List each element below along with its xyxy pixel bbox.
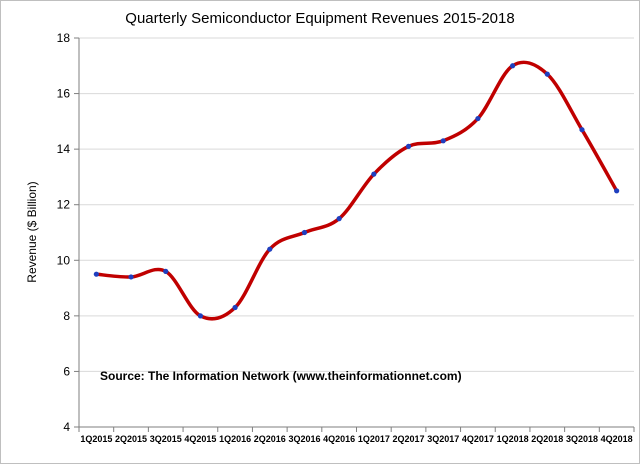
data-point — [301, 229, 308, 236]
x-tick-label: 4Q2015 — [184, 434, 216, 444]
data-point — [614, 188, 620, 194]
x-tick-label: 4Q2016 — [323, 434, 355, 444]
x-tick-label: 2Q2015 — [115, 434, 147, 444]
x-tick-label: 1Q2017 — [358, 434, 390, 444]
data-point — [475, 115, 481, 122]
y-tick-label: 4 — [63, 420, 70, 434]
y-tick-label: 18 — [57, 31, 71, 45]
data-point — [336, 216, 342, 222]
x-tick-label: 4Q2018 — [601, 434, 633, 444]
y-tick-label: 6 — [63, 364, 70, 378]
x-tick-label: 3Q2015 — [150, 434, 182, 444]
x-tick-label: 4Q2017 — [462, 434, 494, 444]
x-tick-label: 3Q2016 — [288, 434, 320, 444]
data-point — [197, 313, 204, 319]
data-point — [544, 71, 550, 77]
y-tick-label: 16 — [57, 87, 71, 101]
x-tick-label: 3Q2017 — [427, 434, 459, 444]
data-point — [163, 268, 169, 274]
chart-title: Quarterly Semiconductor Equipment Revenu… — [125, 10, 515, 27]
gridlines — [79, 37, 634, 428]
x-tick-label: 1Q2016 — [219, 434, 251, 444]
x-tick-label: 2Q2017 — [393, 434, 425, 444]
y-tick-labels: 4 6 8 10 12 14 16 18 — [57, 31, 71, 434]
data-point — [93, 271, 99, 277]
axes — [74, 37, 635, 432]
data-point — [579, 127, 585, 133]
data-point — [267, 246, 273, 252]
data-point — [371, 171, 377, 177]
data-point — [128, 274, 134, 280]
x-tick-label: 2Q2016 — [254, 434, 286, 444]
series-markers — [93, 63, 620, 319]
y-tick-label: 14 — [57, 142, 71, 156]
data-point — [405, 143, 412, 149]
y-tick-label: 12 — [57, 198, 71, 212]
source-annotation: Source: The Information Network (www.the… — [100, 369, 462, 383]
x-tick-label: 3Q2018 — [566, 434, 598, 444]
x-tick-label: 1Q2015 — [80, 434, 112, 444]
data-point — [440, 138, 446, 144]
series-lines — [94, 60, 619, 321]
series-line — [94, 60, 619, 321]
data-point — [232, 304, 238, 311]
y-tick-label: 10 — [57, 253, 71, 267]
data-point — [509, 63, 516, 69]
x-tick-label: 2Q2018 — [531, 434, 563, 444]
x-tick-label: 1Q2018 — [497, 434, 529, 444]
x-tick-labels: 1Q2015 2Q2015 3Q2015 4Q2015 1Q2016 2Q2016 3Q20… — [80, 434, 632, 444]
y-tick-label: 8 — [63, 309, 70, 323]
